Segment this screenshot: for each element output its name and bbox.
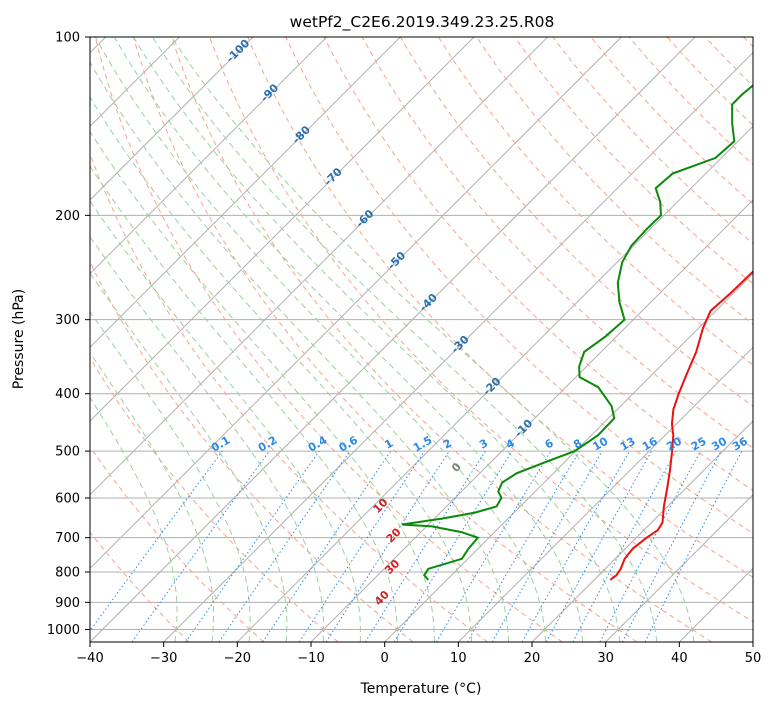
x-tick-label: 10 — [450, 651, 467, 666]
moist-adiabat — [113, 37, 584, 642]
series-layer — [401, 84, 753, 581]
y-tick-label: 1000 — [47, 623, 80, 638]
y-tick-label: 500 — [55, 445, 80, 460]
moist-adiabat — [94, 37, 547, 642]
mixing-ratio-layer — [90, 450, 743, 642]
isotherm-gridline — [90, 37, 622, 570]
dry-adiabat — [94, 37, 563, 642]
isotherm-gridline — [457, 346, 753, 642]
y-tick-label: 300 — [55, 313, 80, 328]
isotherm-gridline — [90, 37, 254, 201]
x-tick-label: 40 — [671, 651, 688, 666]
y-tick-label: 100 — [55, 31, 80, 46]
moist-adiabat — [90, 61, 510, 642]
mixing-ratio-line — [545, 450, 653, 642]
x-tick-label: −30 — [150, 651, 177, 666]
mixing-ratio-line — [262, 450, 392, 642]
x-tick-label: −20 — [224, 651, 251, 666]
plot-frame — [89, 36, 754, 643]
y-tick-label: 800 — [55, 566, 80, 581]
mixing-ratio-line — [131, 450, 270, 642]
temperature-profile-line — [609, 270, 753, 581]
moist-adiabat — [90, 96, 472, 642]
y-tick-label: 900 — [55, 596, 80, 611]
y-axis-label: Pressure (hPa) — [11, 289, 27, 389]
isotherm-gridline — [90, 37, 696, 642]
isotherm-gridline — [384, 272, 753, 642]
moist-adiabat — [171, 37, 695, 642]
dry-adiabat — [171, 37, 712, 642]
dry-adiabat — [90, 446, 264, 642]
moist-adiabat — [90, 351, 214, 642]
isotherm-gridline — [531, 420, 753, 642]
moist-adiabat — [90, 130, 435, 642]
x-tick-label: 50 — [745, 651, 762, 666]
isotherm-gridline — [90, 37, 401, 349]
isotherm-gridline — [605, 493, 753, 642]
moist-adiabat — [90, 200, 361, 642]
dewpoint-profile-line — [401, 84, 753, 581]
isotherm-gridline — [90, 37, 475, 422]
y-tick-label: 600 — [55, 492, 80, 507]
dry-adiabat — [247, 37, 753, 578]
x-tick-label: 30 — [597, 651, 614, 666]
moist-adiabat — [151, 37, 658, 642]
x-tick-label: −40 — [76, 651, 103, 666]
dry-adiabat — [361, 37, 753, 449]
mixing-ratio-line — [325, 450, 450, 642]
dry-adiabat — [399, 37, 753, 407]
x-tick-label: 0 — [381, 651, 389, 666]
x-tick-label: 20 — [524, 651, 541, 666]
moist-adiabat — [90, 236, 325, 642]
moist-adiabat — [90, 396, 178, 642]
mixing-ratio-line — [572, 450, 677, 642]
mixing-ratio-line — [521, 450, 630, 642]
mixing-ratio-line — [90, 450, 223, 632]
mixing-ratio-line — [185, 450, 320, 642]
mixing-ratio-line — [644, 450, 743, 642]
moist-adiabat — [132, 37, 621, 642]
dry-adiabat — [514, 37, 753, 285]
moist-adiabat — [90, 310, 251, 642]
y-tick-label: 400 — [55, 387, 80, 402]
moist-adiabat — [90, 165, 398, 642]
axis-layer: −40 −30 −20 −10 0 10 20 30 40 50 100 200 300 400 500 60… — [47, 31, 761, 667]
chart-title: wetPf2_C2E6.2019.349.23.25.R08 — [290, 13, 555, 32]
dry-adiabat — [209, 37, 753, 623]
isotherm-gridline — [90, 37, 549, 496]
isotherm-gridline — [236, 125, 753, 642]
y-tick-label: 700 — [55, 531, 80, 546]
x-tick-label: −10 — [297, 651, 324, 666]
mixing-ratio-line — [218, 450, 351, 642]
y-tick-label: 200 — [55, 209, 80, 224]
dry-adiabat — [90, 152, 488, 642]
mixing-ratio-line — [298, 450, 425, 642]
dry-adiabat — [90, 531, 190, 642]
x-axis-label: Temperature (°C) — [360, 681, 482, 697]
adiabat-layer — [90, 37, 753, 642]
isotherm-gridline — [163, 51, 753, 642]
dry-adiabat — [90, 260, 414, 642]
mixing-ratio-line — [393, 450, 513, 642]
moist-adiabat — [90, 272, 288, 642]
dry-adiabat — [90, 356, 339, 642]
